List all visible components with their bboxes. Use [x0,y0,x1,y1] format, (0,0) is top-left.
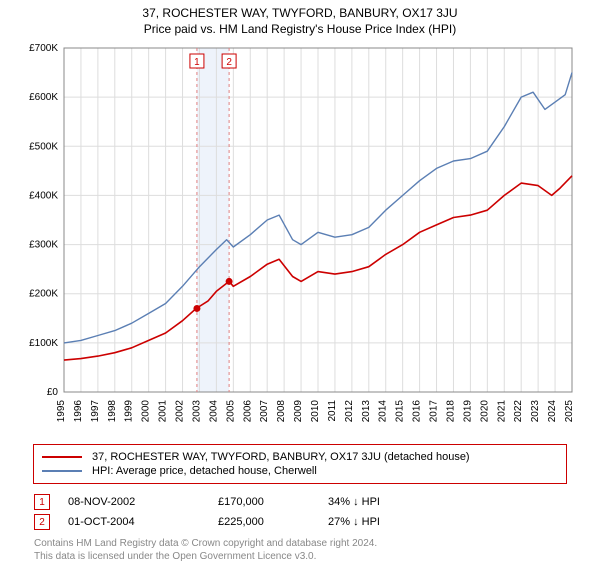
svg-text:2006: 2006 [242,400,253,423]
footer-line-2: This data is licensed under the Open Gov… [34,551,566,563]
svg-text:£500K: £500K [29,141,58,152]
title-line-2: Price paid vs. HM Land Registry's House … [142,22,457,36]
legend-swatch-hpi [42,470,82,472]
svg-text:1995: 1995 [56,400,67,423]
svg-text:2021: 2021 [496,400,507,423]
footer-line-1: Contains HM Land Registry data © Crown c… [34,538,566,551]
svg-text:2023: 2023 [530,400,541,423]
svg-text:£700K: £700K [29,43,58,54]
svg-text:2025: 2025 [564,400,575,423]
svg-text:2017: 2017 [429,400,440,423]
svg-text:2005: 2005 [225,400,236,423]
chart: £0 £100K £200K £300K £400K £500K £600K £700K 199… [20,40,580,440]
svg-text:2008: 2008 [276,400,287,423]
sale-pct: 34% ↓ HPI [328,496,418,508]
sale-pct: 27% ↓ HPI [328,516,418,528]
svg-text:2007: 2007 [259,400,270,423]
legend-swatch-property [42,456,82,458]
svg-text:2019: 2019 [462,400,473,423]
svg-text:1: 1 [194,57,200,68]
svg-text:2002: 2002 [175,400,186,423]
sale-price: £170,000 [218,496,328,508]
svg-text:2014: 2014 [378,400,389,423]
sale-date: 08-NOV-2002 [68,496,218,508]
svg-text:2000: 2000 [141,400,152,423]
sales-table: 1 08-NOV-2002 £170,000 34% ↓ HPI 2 01-OC… [34,490,566,534]
svg-text:1997: 1997 [90,400,101,423]
legend-label-property: 37, ROCHESTER WAY, TWYFORD, BANBURY, OX1… [92,451,470,463]
sale-price: £225,000 [218,516,328,528]
legend-label-hpi: HPI: Average price, detached house, Cher… [92,465,317,477]
svg-text:2003: 2003 [191,400,202,423]
footer: Contains HM Land Registry data © Crown c… [34,538,566,563]
svg-text:2012: 2012 [344,400,355,423]
title-line-1: 37, ROCHESTER WAY, TWYFORD, BANBURY, OX1… [142,6,457,20]
svg-text:2009: 2009 [293,400,304,423]
svg-text:2: 2 [226,57,232,68]
chart-svg: £0 £100K £200K £300K £400K £500K £600K £700K 199… [20,40,580,440]
sale-marker-icon: 2 [34,514,50,530]
svg-text:£100K: £100K [29,338,58,349]
svg-text:2020: 2020 [479,400,490,423]
chart-titles: 37, ROCHESTER WAY, TWYFORD, BANBURY, OX1… [142,6,457,36]
sale-date: 01-OCT-2004 [68,516,218,528]
svg-text:2024: 2024 [547,400,558,423]
sale-row: 2 01-OCT-2004 £225,000 27% ↓ HPI [34,514,566,530]
svg-text:1996: 1996 [73,400,84,423]
svg-text:2022: 2022 [513,400,524,423]
svg-text:2018: 2018 [445,400,456,423]
legend-row-hpi: HPI: Average price, detached house, Cher… [42,465,558,477]
svg-text:£600K: £600K [29,92,58,103]
svg-text:2015: 2015 [395,400,406,423]
svg-text:2004: 2004 [208,400,219,423]
svg-text:2013: 2013 [361,400,372,423]
svg-text:£400K: £400K [29,190,58,201]
svg-text:1999: 1999 [124,400,135,423]
svg-text:2016: 2016 [412,400,423,423]
svg-text:1998: 1998 [107,400,118,423]
svg-text:£300K: £300K [29,240,58,251]
legend: 37, ROCHESTER WAY, TWYFORD, BANBURY, OX1… [33,444,567,484]
sale-marker-icon: 1 [34,494,50,510]
legend-row-property: 37, ROCHESTER WAY, TWYFORD, BANBURY, OX1… [42,451,558,463]
svg-text:2010: 2010 [310,400,321,423]
svg-text:2011: 2011 [327,400,338,422]
svg-text:2001: 2001 [158,400,169,423]
svg-text:£0: £0 [47,387,59,398]
sale-row: 1 08-NOV-2002 £170,000 34% ↓ HPI [34,494,566,510]
svg-text:£200K: £200K [29,289,58,300]
